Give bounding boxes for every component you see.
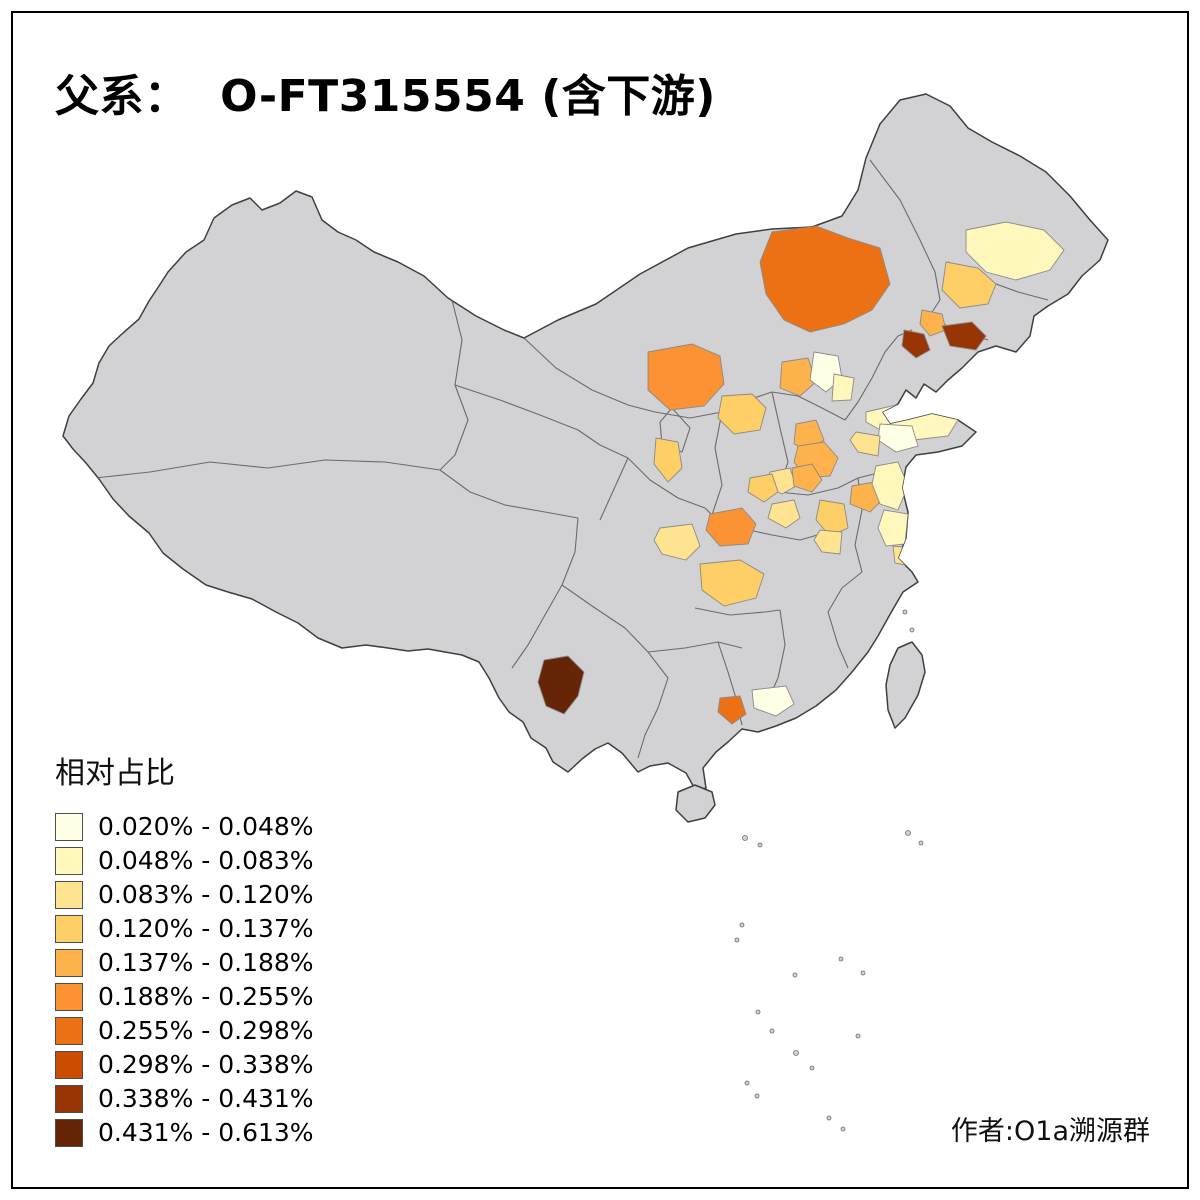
page-title: 父系： O-FT315554 (含下游)	[55, 71, 716, 122]
legend-swatch	[55, 812, 83, 841]
map-region	[653, 437, 683, 483]
legend-row: 0.020% - 0.048%	[55, 810, 314, 843]
legend-swatch	[55, 846, 83, 875]
legend-label: 0.188% - 0.255%	[98, 982, 314, 1011]
legend-swatch	[55, 982, 83, 1011]
hainan-island	[675, 784, 716, 823]
legend-row: 0.255% - 0.298%	[55, 1014, 314, 1047]
legend-row: 0.048% - 0.083%	[55, 844, 314, 877]
legend-swatch	[55, 914, 83, 943]
legend-row: 0.188% - 0.255%	[55, 980, 314, 1013]
author-credit: 作者:O1a溯源群	[950, 1116, 1150, 1147]
map-region	[831, 373, 855, 402]
map-region	[877, 509, 909, 547]
map-region	[919, 309, 947, 337]
legend-row: 0.338% - 0.431%	[55, 1082, 314, 1115]
legend: 相对占比 0.020% - 0.048% 0.048% - 0.083% 0.083…	[55, 748, 314, 1150]
legend-swatch	[55, 1084, 83, 1113]
map-region	[537, 655, 585, 715]
map-region	[965, 221, 1065, 281]
map-region	[705, 507, 757, 547]
map-region	[813, 529, 843, 555]
legend-swatch	[55, 880, 83, 909]
legend-swatch	[55, 1118, 83, 1147]
map-region	[759, 225, 891, 333]
legend-label: 0.338% - 0.431%	[98, 1084, 314, 1113]
legend-row: 0.137% - 0.188%	[55, 946, 314, 979]
map-region	[751, 685, 795, 717]
legend-row: 0.083% - 0.120%	[55, 878, 314, 911]
legend-row: 0.120% - 0.137%	[55, 912, 314, 945]
taiwan-island	[885, 641, 926, 729]
map-region	[941, 321, 987, 351]
map-region	[779, 357, 817, 397]
legend-swatch	[55, 1016, 83, 1045]
map-region	[791, 463, 823, 493]
map-region	[767, 499, 801, 529]
legend-label: 0.048% - 0.083%	[98, 846, 314, 875]
legend-swatch	[55, 948, 83, 977]
map-region	[849, 431, 881, 457]
legend-label: 0.255% - 0.298%	[98, 1016, 314, 1045]
south-china-sea-islands	[734, 609, 924, 1132]
map-region	[699, 559, 765, 607]
legend-title: 相对占比	[55, 756, 175, 791]
map-region	[747, 473, 779, 503]
legend-rows: 0.020% - 0.048% 0.048% - 0.083% 0.083% - 0…	[55, 810, 314, 1149]
legend-label: 0.137% - 0.188%	[98, 948, 314, 977]
map-region	[901, 329, 931, 359]
map-region	[941, 261, 997, 309]
legend-swatch	[55, 1050, 83, 1079]
map-region	[871, 461, 909, 511]
map-region	[717, 695, 747, 725]
china-mainland	[62, 93, 1109, 792]
legend-label: 0.431% - 0.613%	[98, 1118, 314, 1147]
legend-label: 0.020% - 0.048%	[98, 812, 314, 841]
legend-label: 0.298% - 0.338%	[98, 1050, 314, 1079]
legend-row: 0.431% - 0.613%	[55, 1116, 314, 1149]
map-region	[717, 393, 767, 435]
map-region	[892, 545, 913, 567]
legend-label: 0.083% - 0.120%	[98, 880, 314, 909]
map-region	[647, 343, 725, 411]
map-region	[653, 523, 701, 561]
legend-row: 0.298% - 0.338%	[55, 1048, 314, 1081]
legend-label: 0.120% - 0.137%	[98, 914, 314, 943]
